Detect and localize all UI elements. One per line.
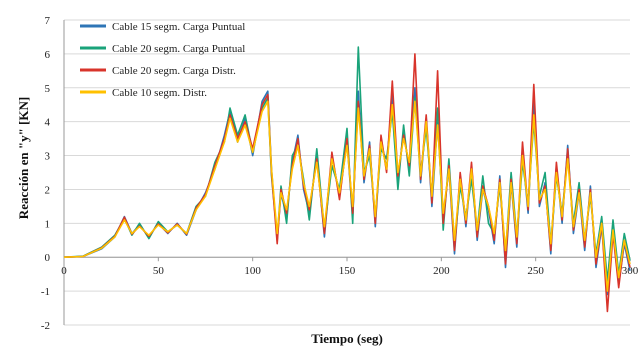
axes: -2 -1 0 1 2 3 4 5 6 7 0 50 100 150 200 250 300 <box>41 15 639 332</box>
y-tick-label: 5 <box>45 83 51 95</box>
x-tick-label: 200 <box>433 265 450 277</box>
x-tick-label: 150 <box>339 265 356 277</box>
legend-label-3: Cable 20 segm. Carga Distr. <box>112 65 236 77</box>
y-tick-label: 4 <box>45 117 51 129</box>
y-axis-label: Reacción en "y" [KN] <box>16 97 31 219</box>
x-tick-label: 300 <box>622 265 639 277</box>
y-tick-label: 3 <box>45 151 51 163</box>
x-tick-label: 250 <box>527 265 544 277</box>
y-tick-label: -1 <box>41 286 50 298</box>
x-axis-label: Tiempo (seg) <box>311 331 383 346</box>
x-tick-label: 100 <box>244 265 261 277</box>
y-tick-label: 0 <box>45 252 51 264</box>
legend-label-4: Cable 10 segm. Distr. <box>112 87 207 99</box>
y-tick-label: 7 <box>45 15 51 27</box>
y-tick-label: 2 <box>45 184 51 196</box>
y-tick-label: 1 <box>45 218 51 230</box>
series-line-3 <box>63 53 631 313</box>
legend-label-2: Cable 20 segm. Carga Puntual <box>112 43 245 55</box>
series-lines <box>63 46 631 313</box>
x-tick-label: 0 <box>61 265 67 277</box>
legend-label-1: Cable 15 segm. Carga Puntual <box>112 21 245 33</box>
legend: Cable 15 segm. Carga Puntual Cable 20 seg… <box>80 21 245 99</box>
x-tick-label: 50 <box>153 265 165 277</box>
y-tick-label: -2 <box>41 320 50 332</box>
series-line-4 <box>63 100 631 292</box>
y-tick-label: 6 <box>45 49 51 61</box>
